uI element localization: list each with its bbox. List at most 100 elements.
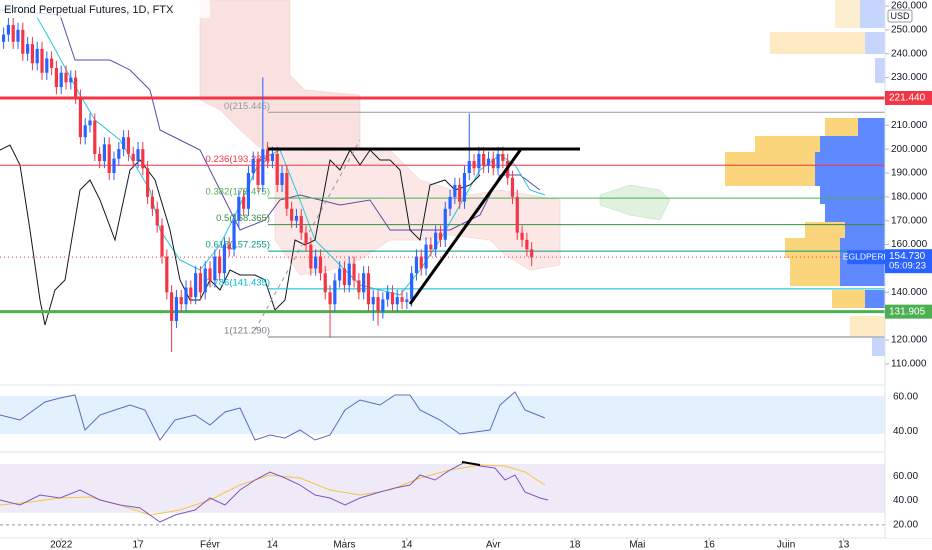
pane-tick-label: 40.00 (893, 426, 918, 437)
y-tick-label: 230.000 (891, 72, 928, 83)
volume-bar (755, 136, 820, 152)
candle-body (213, 256, 217, 281)
candle-body (126, 137, 131, 154)
rsi-line (0, 391, 546, 441)
x-tick-label: 17 (132, 540, 144, 550)
candle-body (242, 196, 246, 209)
candle-body (309, 244, 313, 269)
candle-body (338, 268, 342, 281)
candle-body (290, 208, 294, 221)
candle-body (160, 225, 164, 257)
candle-body (419, 256, 423, 269)
candle-body (11, 25, 15, 42)
candle-body (107, 144, 111, 174)
volume-bar (825, 118, 858, 136)
candle-body (198, 273, 203, 293)
candle-body (54, 68, 59, 88)
currency: USD (890, 11, 910, 21)
x-tick-label: Mars (333, 540, 355, 550)
pane-tick-label: 60.00 (893, 392, 918, 403)
y-tick-label: 200.000 (891, 144, 928, 155)
candle-body (515, 196, 519, 233)
symbol-label: EGLDPERP (843, 251, 890, 261)
rsi-line (0, 461, 549, 523)
candle-body (21, 29, 25, 54)
candle-body (434, 232, 438, 250)
candle-body (122, 137, 126, 150)
x-tick-label: Avr (486, 540, 501, 550)
candle-body (381, 299, 385, 312)
candle-body (280, 173, 284, 185)
candle-body (189, 287, 193, 298)
candle-body (496, 153, 500, 169)
candle-body (453, 184, 457, 197)
candle-body (30, 44, 35, 64)
candle-body (314, 256, 318, 269)
candle-body (165, 256, 169, 293)
candle-body (218, 256, 222, 274)
candle-body (491, 158, 495, 169)
y-tick-label: 160.000 (891, 239, 928, 250)
candle-body (74, 77, 78, 97)
candle-body (530, 249, 534, 258)
fib-label: 0.236(193.235) (206, 154, 270, 165)
candle-body (117, 149, 121, 159)
volume-bar (865, 290, 885, 308)
candle-body (482, 153, 486, 166)
candle-body (395, 297, 399, 305)
candle-body (45, 58, 49, 73)
volume-bar (872, 338, 885, 356)
volume-bar (825, 204, 885, 222)
pane-tick-label: 40.00 (893, 495, 918, 506)
candle-body (467, 161, 471, 174)
fib-label: 1(121.290) (224, 325, 270, 336)
candle-body (429, 244, 433, 250)
candle-body (362, 273, 366, 293)
candle-body (333, 280, 337, 305)
x-tick-label: 14 (401, 540, 413, 550)
rsi-band (0, 396, 885, 434)
candle-body (414, 256, 419, 274)
candle-body (318, 256, 323, 274)
x-tick-label: Juin (777, 540, 795, 550)
volume-bar (858, 118, 885, 136)
candle-body (98, 153, 102, 162)
y-tick-label: 120.000 (891, 335, 928, 346)
main-pane: 0(215.445) 0.236(193.235) 0.382(179.475) 0.… (0, 17, 885, 526)
pane-tick-label: 60.00 (893, 471, 918, 482)
candle-body (35, 48, 39, 64)
candle-body (256, 158, 260, 185)
overlay: 260.000 250.000 240.000 230.000 210.000 200.0… (50, 1, 932, 550)
volume-bar (850, 316, 885, 336)
volume-profile (725, 0, 885, 356)
candle-body (6, 25, 11, 35)
symbol-badge (847, 250, 885, 265)
candle-body (184, 287, 188, 305)
trendline (408, 148, 523, 305)
candle-body (525, 239, 529, 250)
candle-body (443, 208, 447, 240)
x-tick-label: Févr (200, 540, 221, 550)
candle-body (410, 273, 414, 300)
pane-tick-label: 20.00 (893, 519, 918, 530)
fib-label: 0.618(157.255) (206, 240, 270, 251)
signal-line (0, 464, 546, 516)
candle-body (424, 244, 428, 269)
candle-body (328, 292, 332, 305)
candle-body (146, 168, 150, 197)
y-tick-label: 170.000 (891, 215, 928, 226)
price-label: 221.440 (889, 93, 926, 104)
x-tick-label: 2022 (50, 540, 73, 550)
rsi-band (0, 464, 885, 513)
candle-body (194, 273, 198, 298)
candle-body (501, 153, 505, 162)
candle-body (150, 196, 155, 209)
candle-body (462, 173, 467, 202)
candle-body (304, 232, 308, 245)
y-tick-label: 260.000 (891, 1, 928, 12)
candle-body (371, 297, 375, 305)
volume-bar (845, 222, 885, 238)
volume-bar (770, 32, 865, 54)
candle-body (93, 120, 97, 154)
